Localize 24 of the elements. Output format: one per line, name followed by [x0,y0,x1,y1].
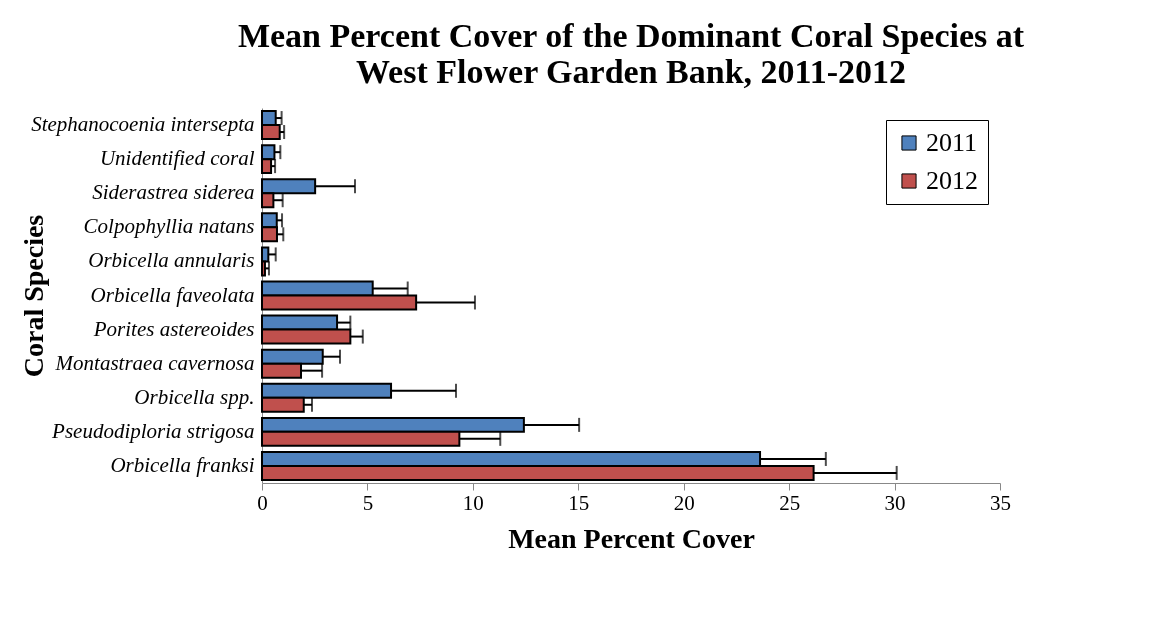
y-tick-label: Orbicella spp. [134,384,255,409]
x-tick-label: 30 [884,490,906,515]
y-tick-label: Pseudodiploria strigosa [51,418,255,443]
x-tick-label: 35 [990,490,1011,515]
x-tick-label: 15 [568,490,590,515]
x-tick-label: 5 [362,490,374,515]
y-axis-title: Coral Species [17,214,49,378]
y-tick-label: Montastraea cavernosa [54,350,255,375]
y-tick-label: Orbicella annularis [88,248,255,273]
legend-label: 2011 [926,128,978,157]
x-tick-label: 10 [462,490,484,515]
y-tick-label: Stephanocoenia intersepta [31,112,255,137]
y-tick-label: Orbicella franksi [110,452,255,477]
y-tick-label: Porites astereoides [92,316,255,341]
x-axis-title: Mean Percent Cover [508,522,755,554]
x-tick-label: 25 [779,490,801,515]
y-tick-label: Colpophyllia natans [83,214,255,239]
chart-title: Mean Percent Cover of the Dominant Coral Species at West Flower Garden Bank, 2011-2012 [237,17,1025,90]
x-tick-label: 20 [673,490,695,515]
legend-label: 2012 [926,166,978,195]
y-tick-label: Orbicella faveolata [90,282,255,307]
x-tick-label: 0 [257,490,268,515]
y-tick-label: Siderastrea siderea [92,180,255,205]
y-tick-label: Unidentified coral [99,146,255,171]
